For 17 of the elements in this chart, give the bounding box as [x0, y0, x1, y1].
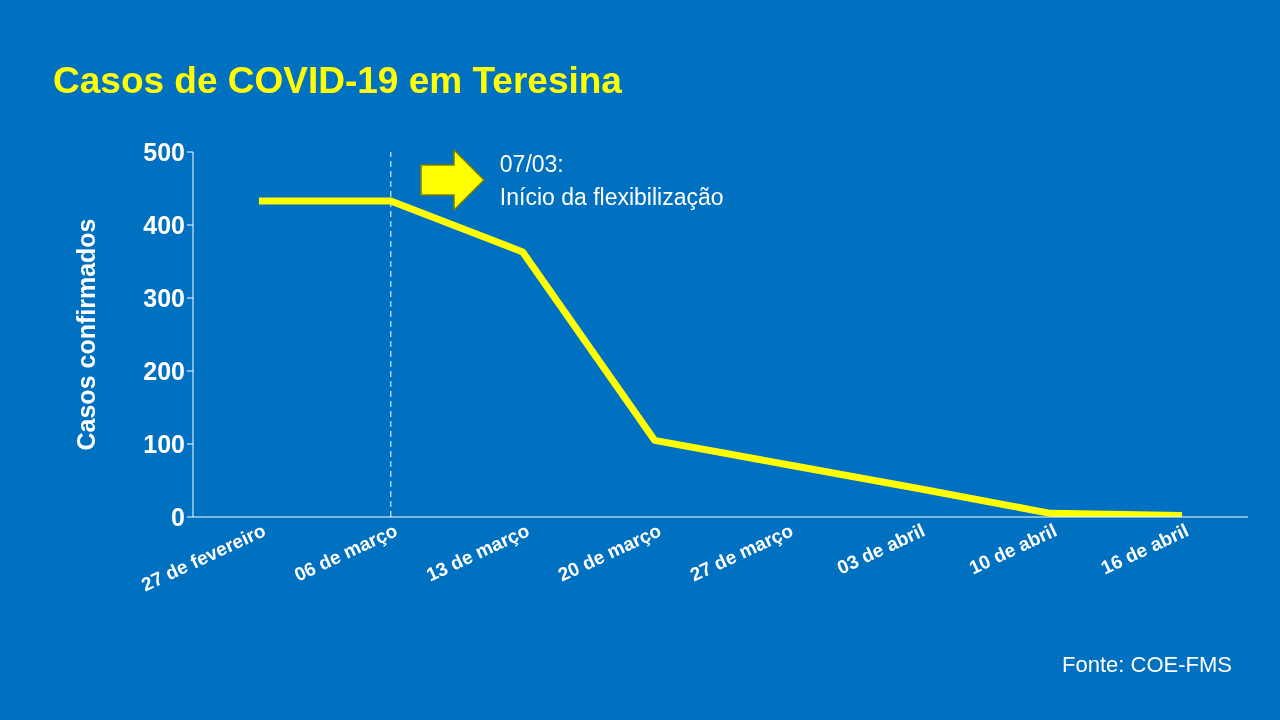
chart-title: Casos de COVID-19 em Teresina	[53, 60, 622, 102]
x-tick-label: 20 de março	[554, 519, 665, 586]
y-tick-label: 400	[143, 210, 185, 239]
y-tick-label: 200	[143, 356, 185, 385]
source-note: Fonte: COE-FMS	[1062, 652, 1232, 678]
y-axis-title: Casos confirmados	[71, 218, 100, 451]
y-tick-label: 0	[171, 502, 185, 531]
ref-line-label: 07/03: Início da flexibilização	[499, 150, 724, 212]
x-tick-label: 06 de março	[291, 519, 401, 586]
x-tick-label: 27 de março	[686, 519, 797, 586]
y-tick-label: 100	[143, 429, 185, 458]
x-tick-label: 03 de abril	[833, 519, 928, 579]
y-tick-label: 500	[143, 137, 185, 166]
y-tick-label: 300	[143, 283, 185, 312]
x-tick-label: 13 de março	[422, 519, 533, 586]
x-tick-label: 16 de abril	[1097, 519, 1192, 579]
x-tick-label: 10 de abril	[965, 519, 1060, 579]
